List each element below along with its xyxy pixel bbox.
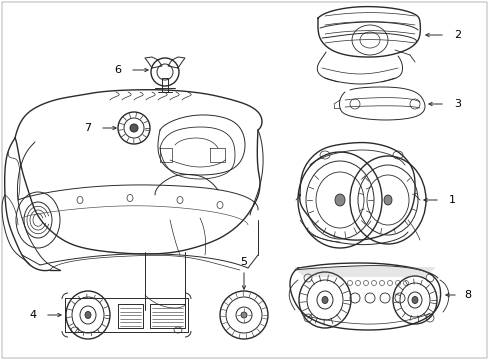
Ellipse shape — [321, 297, 327, 303]
Ellipse shape — [130, 124, 138, 132]
Ellipse shape — [411, 297, 417, 303]
Ellipse shape — [383, 195, 391, 205]
Text: 5: 5 — [240, 257, 247, 267]
Text: 2: 2 — [453, 30, 461, 40]
Text: 6: 6 — [114, 65, 121, 75]
Text: 3: 3 — [453, 99, 461, 109]
Text: 1: 1 — [447, 195, 454, 205]
Text: 8: 8 — [464, 290, 470, 300]
Ellipse shape — [85, 311, 91, 319]
Text: 7: 7 — [84, 123, 91, 133]
Ellipse shape — [334, 194, 345, 206]
Text: 4: 4 — [29, 310, 37, 320]
Ellipse shape — [241, 312, 246, 318]
